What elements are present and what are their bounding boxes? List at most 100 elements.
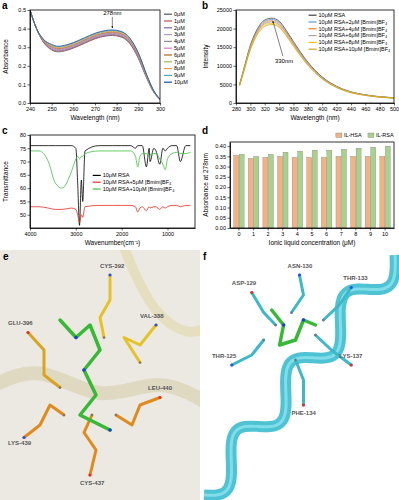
tick-label: 70 [20, 159, 26, 165]
tick-label: 55 [20, 199, 26, 205]
legend-swatch [164, 14, 172, 15]
legend-label: 10μM RSA [319, 12, 346, 18]
atom [302, 403, 305, 406]
plot-frame [30, 10, 160, 103]
tick-label: 3 [281, 231, 284, 237]
bar [341, 149, 346, 228]
tick-label: 300 [156, 106, 165, 112]
tick: 5000 [220, 82, 236, 88]
tick-label: 1 [252, 231, 255, 237]
x-axis: 4000300020001000 [24, 228, 195, 237]
legend: 0μM1μM2μM3μM4μM5μM6μM7μM8μM9μM10μM [164, 11, 188, 85]
legend-item: 10μM RSA+5μM [Bmim]BF₄ [93, 179, 172, 185]
legend-item: 5μM [164, 45, 185, 51]
panel: d0123456789100.000.050.100.150.200.250.3… [202, 125, 395, 247]
tick-label: 65 [20, 172, 26, 178]
x-axis-title: Ionic liquid concentration (μM) [269, 239, 356, 247]
bar [248, 158, 253, 228]
tick-mark [28, 103, 31, 104]
atom [26, 331, 29, 334]
tick: 280 [113, 103, 122, 112]
residue-stick [24, 405, 64, 438]
legend-item: 10μM RSA+4μM [Bmim]BF₄ [309, 26, 388, 32]
annotation-arrow [273, 21, 283, 56]
legend-swatch [164, 27, 172, 28]
legend-item: IL-HSA [336, 132, 362, 138]
tick: 360 [289, 103, 298, 112]
residue-label: LYS-439 [8, 440, 32, 446]
tick: 6 [325, 228, 328, 237]
tick: 250 [48, 103, 57, 112]
tick: 440 [347, 103, 356, 112]
y-axis: 0.00.10.20.30.40.5 [18, 7, 30, 106]
tick: 0.40 [215, 143, 230, 149]
tick: 8 [354, 228, 357, 237]
plot-area: 400030002000100050556065707580Wavenumber… [2, 132, 196, 247]
tick-label: 280 [232, 106, 241, 112]
atom [103, 336, 105, 338]
tick: 60 [20, 185, 30, 191]
legend-label: 3μM [174, 31, 185, 37]
tick-label: 5000 [220, 82, 232, 88]
legend-swatch [309, 15, 317, 16]
atom [314, 334, 316, 336]
tick-mark [28, 175, 31, 176]
tick-mark [228, 177, 231, 178]
legend-label: 10μM RSA+6μM [Bmim]BF₄ [319, 32, 388, 38]
tick-label: 2 [267, 231, 270, 237]
ligand-atom [302, 318, 306, 322]
residue-stick [315, 335, 351, 365]
legend-swatch [309, 49, 317, 50]
axis-line [237, 103, 395, 104]
tick: 0.0 [18, 100, 30, 106]
tick: 0.05 [215, 215, 230, 221]
tick-mark [228, 146, 231, 147]
legend-item: 10μM RSA+10μM [Bmim]BF₄ [93, 186, 175, 192]
residue-stick [323, 288, 351, 321]
panel-label: d [202, 125, 208, 136]
tick: 1 [252, 228, 255, 237]
legend-item: 10μM [164, 79, 188, 85]
residue-label: ASP-129 [232, 280, 257, 286]
view-background [200, 250, 399, 500]
tick: 0.10 [215, 205, 230, 211]
series-line [30, 10, 160, 99]
legend-item: 9μM [164, 72, 185, 78]
x-axis: 280300320340360380400420440460480500 [232, 103, 399, 112]
plot-frame [230, 142, 394, 228]
series-line [30, 10, 160, 99]
bar [312, 150, 317, 228]
tick-label: 1000 [162, 231, 174, 237]
residue-label: PHE-134 [292, 410, 317, 416]
cartoon [0, 373, 200, 405]
tick-mark [28, 148, 31, 149]
tick-mark [228, 218, 231, 219]
tick-mark [28, 66, 31, 67]
tick-label: 60 [20, 185, 26, 191]
tick-label: 0.20 [215, 184, 226, 190]
bar [278, 156, 283, 228]
tick: 270 [91, 103, 100, 112]
legend-swatch [368, 133, 374, 138]
legend-swatch [164, 82, 172, 83]
tick-label: 0.5 [18, 7, 26, 13]
tick: 460 [361, 103, 370, 112]
tick-mark [228, 228, 231, 229]
series-line [30, 10, 160, 99]
tick-label: 0.00 [215, 225, 226, 231]
tick-label: 8 [354, 231, 357, 237]
residue-stick [124, 325, 156, 363]
panel-label: b [202, 0, 208, 11]
tick-label: 300 [246, 106, 255, 112]
ligand [272, 310, 316, 345]
bar [283, 152, 288, 228]
legend: 10μM RSA10μM RSA+2μM [Bmim]BF₄10μM RSA+4… [309, 12, 391, 52]
legend-label: 1μM [174, 18, 185, 24]
tick-label: 250 [48, 106, 57, 112]
series-line [30, 10, 160, 99]
residue-label: LYS-137 [339, 353, 363, 359]
legend-item: 10μM RSA [309, 12, 346, 18]
tick-label: 25000 [217, 7, 232, 13]
annotation: 330nm [275, 58, 293, 64]
ligand-atom [282, 323, 286, 327]
